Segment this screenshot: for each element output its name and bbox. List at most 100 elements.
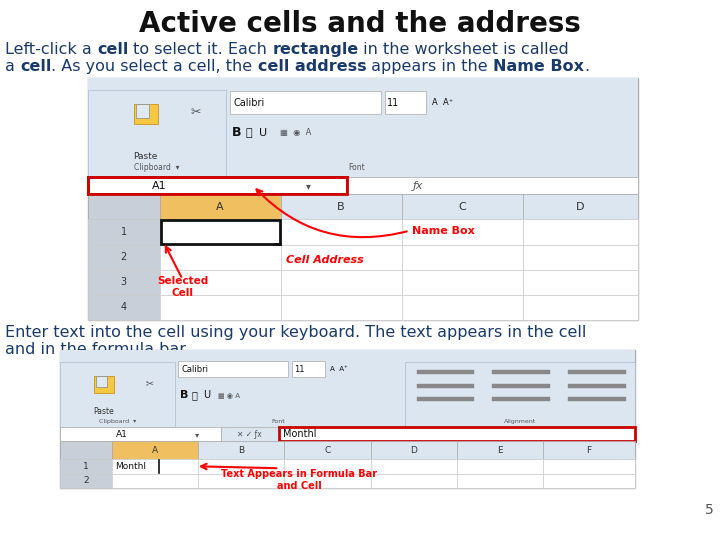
Text: ✂: ✂ [190,106,200,119]
Bar [568,397,626,401]
Text: A: A [152,446,158,455]
Text: 5: 5 [706,503,714,517]
Text: Font: Font [271,419,285,424]
Bar [416,370,474,374]
Bar [160,219,281,245]
Text: Calibri: Calibri [181,365,208,374]
Text: 2: 2 [121,252,127,262]
Text: ▦  ◉  A: ▦ ◉ A [281,128,312,137]
Bar [178,361,289,377]
Bar [94,376,114,393]
Text: A: A [216,202,224,212]
Bar [88,78,638,177]
Bar [134,104,158,124]
Bar [88,194,160,219]
Text: Enter text into the cell using your keyboard. The text appears in the cell: Enter text into the cell using your keyb… [5,325,586,340]
Bar [160,269,281,295]
Text: appears in the: appears in the [366,59,493,74]
Bar [523,194,638,219]
Text: ▾: ▾ [305,181,310,191]
Text: 𝐼: 𝐼 [246,127,252,138]
Text: C: C [324,446,330,455]
Text: E: E [497,446,503,455]
Text: A  A⁺: A A⁺ [432,98,453,107]
Text: 2: 2 [83,476,89,485]
Text: B: B [180,390,189,400]
Text: A1: A1 [152,181,167,191]
Text: D: D [576,202,585,212]
Text: cell address: cell address [258,59,366,74]
Bar [198,459,284,474]
Text: Clipboard  ▾: Clipboard ▾ [134,163,179,172]
Text: Monthl: Monthl [114,462,145,471]
Bar [492,397,550,401]
Bar [284,459,371,474]
Text: A  A⁺: A A⁺ [330,366,347,372]
Bar [568,370,626,374]
Text: Name Box: Name Box [493,59,584,74]
Bar [371,474,456,488]
Bar [60,350,635,488]
Bar [160,295,281,320]
Text: ✕ ✓ ƒx: ✕ ✓ ƒx [238,430,262,439]
Bar [284,441,371,459]
Text: 1: 1 [83,462,89,471]
Bar [281,295,402,320]
Bar [416,383,474,388]
Bar [281,194,402,219]
Bar [292,361,325,377]
Text: 4: 4 [121,302,127,313]
Bar [112,441,198,459]
Text: U: U [258,127,266,138]
Bar [402,219,523,245]
Text: Monthl: Monthl [284,429,317,439]
Text: Cell Address: Cell Address [286,255,364,265]
Text: U: U [203,390,210,400]
Bar [492,370,550,374]
Bar [385,91,426,114]
Text: Alignment: Alignment [504,419,536,424]
Text: Selected
Cell: Selected Cell [157,276,208,298]
Bar [198,441,284,459]
Bar [88,295,160,320]
Text: to select it. Each: to select it. Each [128,42,272,57]
Text: 11: 11 [387,98,400,108]
Bar [221,427,279,441]
Bar [198,474,284,488]
Bar [371,459,456,474]
Text: rectangle: rectangle [272,42,359,57]
Bar [523,295,638,320]
Bar [112,459,198,474]
Text: 1: 1 [121,227,127,237]
Text: B: B [232,126,241,139]
Bar [456,474,543,488]
Text: Font: Font [348,163,365,172]
Text: B: B [238,446,244,455]
Bar [88,90,225,177]
Bar [456,441,543,459]
Bar [456,459,543,474]
Bar [88,177,346,194]
Bar [136,104,149,118]
Bar [568,383,626,388]
Bar [60,350,635,427]
Bar [60,362,175,427]
Bar [160,245,281,269]
Text: ✂: ✂ [145,378,154,388]
Bar [543,441,635,459]
Text: .: . [584,59,589,74]
Bar [230,91,381,114]
Text: Calibri: Calibri [233,98,265,108]
Bar [60,474,112,488]
Bar [402,194,523,219]
Bar [543,459,635,474]
Text: ƒx: ƒx [413,181,423,191]
Text: a: a [5,59,20,74]
Text: C: C [458,202,466,212]
Bar [405,362,635,427]
Bar [371,441,456,459]
Bar [60,459,112,474]
Text: ▾: ▾ [194,430,199,439]
Bar [88,78,638,320]
Text: cell: cell [20,59,51,74]
